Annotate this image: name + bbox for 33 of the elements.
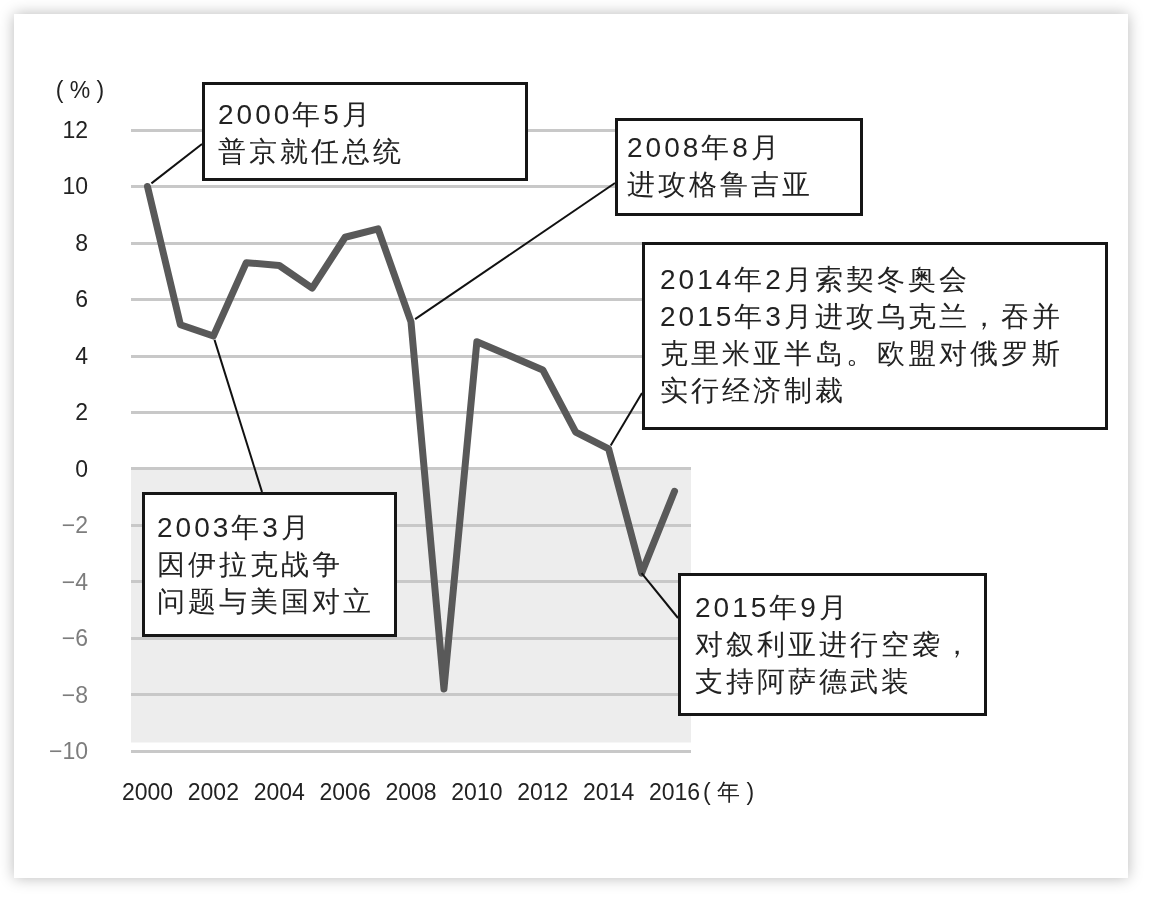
x-tick-label: 2000 xyxy=(121,778,174,805)
x-tick-label: 2006 xyxy=(319,778,371,805)
x-tick-label: 2010 xyxy=(451,778,503,805)
x-tick-label: 2008 xyxy=(385,778,437,805)
annotation: 2003年3月因伊拉克战争问题与美国对立 xyxy=(157,511,375,619)
y-tick-label: 4 xyxy=(75,342,89,369)
callout-box: 2014年2月索契冬奥会2015年3月进攻乌克兰，吞并克里米亚半岛。欧盟对俄罗斯实行经济制裁 xyxy=(642,242,1108,430)
y-tick-label: 8 xyxy=(75,229,88,256)
y-tick-label: −2 xyxy=(61,512,88,539)
y-tick-label: −4 xyxy=(61,568,89,595)
callout-box: 2015年9月对叙利亚进行空袭，支持阿萨德武装 xyxy=(678,573,987,716)
y-tick-label: 10 xyxy=(62,173,88,200)
annotation: 2008年8月进攻格鲁吉亚 xyxy=(627,131,814,202)
callout-box: 2000年5月普京就任总统 xyxy=(202,82,528,181)
y-tick-label: 2 xyxy=(75,399,88,426)
y-axis-title: ( % ) xyxy=(55,77,105,103)
y-tick-label: −10 xyxy=(48,738,88,764)
x-tick-label: 2016 xyxy=(648,778,701,805)
x-axis-title: ( 年 ) xyxy=(703,778,755,805)
y-tick-label: 12 xyxy=(62,117,88,143)
callout-box: 2003年3月因伊拉克战争问题与美国对立 xyxy=(142,492,397,637)
x-tick-label: 2012 xyxy=(517,778,569,805)
y-tick-label: 0 xyxy=(75,455,88,482)
annotation: 2014年2月索契冬奥会2015年3月进攻乌克兰，吞并克里米亚半岛。欧盟对俄罗斯实行经济制裁 xyxy=(660,263,1064,408)
x-tick-label: 2002 xyxy=(187,778,239,805)
callout-box: 2008年8月进攻格鲁吉亚 xyxy=(615,118,863,216)
annotation: 2000年5月普京就任总统 xyxy=(218,98,405,169)
annotation: 2015年9月对叙利亚进行空袭，支持阿萨德武装 xyxy=(695,591,975,699)
x-tick-label: 2014 xyxy=(583,778,635,805)
y-tick-label: 6 xyxy=(75,286,88,313)
y-tick-label: −6 xyxy=(61,625,88,652)
y-tick-label: −8 xyxy=(61,681,88,708)
x-tick-label: 2004 xyxy=(253,778,306,805)
